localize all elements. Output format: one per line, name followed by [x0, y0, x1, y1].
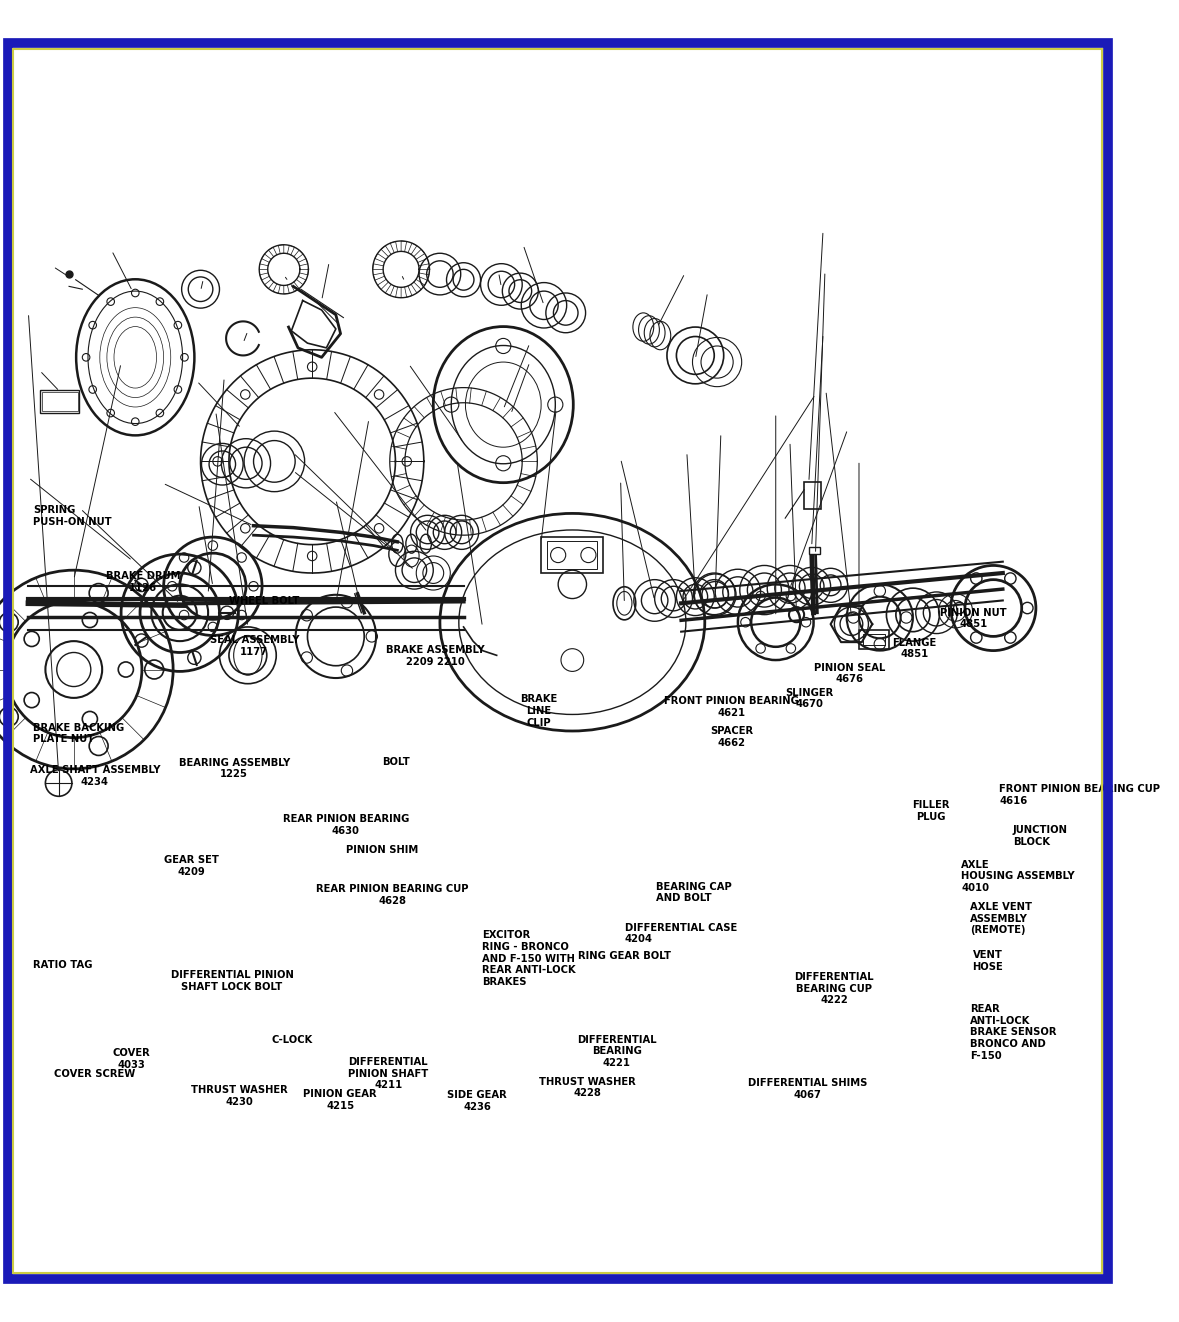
Text: BRAKE ASSEMBLY
2209 2210: BRAKE ASSEMBLY 2209 2210 [386, 645, 485, 666]
Text: DIFFERENTIAL PINION
SHAFT LOCK BOLT: DIFFERENTIAL PINION SHAFT LOCK BOLT [171, 970, 294, 992]
Text: RATIO TAG: RATIO TAG [33, 960, 93, 970]
Text: PINION NUT
4851: PINION NUT 4851 [941, 608, 1007, 629]
Text: REAR PINION BEARING CUP
4628: REAR PINION BEARING CUP 4628 [316, 884, 469, 906]
Text: FILLER
PLUG: FILLER PLUG [913, 800, 950, 822]
Text: PINION SHIM: PINION SHIM [345, 845, 419, 855]
Text: FRONT PINION BEARING CUP
4616: FRONT PINION BEARING CUP 4616 [1000, 784, 1160, 805]
Bar [541, 537, 602, 572]
Bar [41, 393, 78, 411]
Text: REAR PINION BEARING
4630: REAR PINION BEARING 4630 [283, 814, 409, 836]
Text: SEAL ASSEMBLY
1177: SEAL ASSEMBLY 1177 [210, 635, 299, 657]
Text: BEARING CAP
AND BOLT: BEARING CAP AND BOLT [656, 882, 732, 903]
Text: AXLE SHAFT ASSEMBLY
4234: AXLE SHAFT ASSEMBLY 4234 [29, 765, 160, 787]
Text: PINION GEAR
4215: PINION GEAR 4215 [303, 1089, 377, 1110]
Text: FRONT PINION BEARING
4621: FRONT PINION BEARING 4621 [664, 697, 799, 718]
Text: REAR
ANTI-LOCK
BRAKE SENSOR
BRONCO AND
F-150: REAR ANTI-LOCK BRAKE SENSOR BRONCO AND F… [970, 1005, 1056, 1060]
Text: THRUST WASHER
4228: THRUST WASHER 4228 [540, 1076, 637, 1099]
Text: VENT
HOSE: VENT HOSE [973, 951, 1003, 972]
Text: DIFFERENTIAL SHIMS
4067: DIFFERENTIAL SHIMS 4067 [747, 1077, 868, 1100]
Bar [859, 629, 889, 649]
Text: BRAKE DRUM
1126: BRAKE DRUM 1126 [105, 571, 180, 594]
Text: BEARING ASSEMBLY
1225: BEARING ASSEMBLY 1225 [178, 758, 290, 780]
Text: BOLT: BOLT [382, 758, 410, 767]
Text: THRUST WASHER
4230: THRUST WASHER 4230 [191, 1085, 288, 1107]
Bar [809, 546, 821, 554]
Text: AXLE VENT
ASSEMBLY
(REMOTE): AXLE VENT ASSEMBLY (REMOTE) [970, 902, 1033, 935]
Text: DIFFERENTIAL
BEARING
4221: DIFFERENTIAL BEARING 4221 [577, 1035, 657, 1068]
Text: AXLE
HOUSING ASSEMBLY
4010: AXLE HOUSING ASSEMBLY 4010 [961, 859, 1075, 892]
Text: SPRING
PUSH-ON NUT: SPRING PUSH-ON NUT [33, 505, 112, 526]
Text: COVER
4033: COVER 4033 [113, 1048, 151, 1069]
Text: C-LOCK: C-LOCK [271, 1035, 312, 1044]
Text: RING GEAR BOLT: RING GEAR BOLT [578, 951, 671, 961]
Text: WHEEL BOLT: WHEEL BOLT [229, 596, 299, 605]
Bar [804, 483, 821, 509]
Text: DIFFERENTIAL
PINION SHAFT
4211: DIFFERENTIAL PINION SHAFT 4211 [348, 1058, 428, 1091]
Bar [547, 541, 597, 570]
Text: DIFFERENTIAL CASE
4204: DIFFERENTIAL CASE 4204 [625, 923, 737, 944]
Text: DIFFERENTIAL
BEARING CUP
4222: DIFFERENTIAL BEARING CUP 4222 [795, 972, 874, 1005]
Text: GEAR SET
4209: GEAR SET 4209 [164, 855, 219, 876]
Text: SPACER
4662: SPACER 4662 [710, 727, 753, 748]
Text: BRAKE
LINE
CLIP: BRAKE LINE CLIP [520, 694, 558, 727]
Text: SIDE GEAR
4236: SIDE GEAR 4236 [448, 1091, 507, 1112]
Text: PINION SEAL
4676: PINION SEAL 4676 [815, 662, 885, 685]
Text: EXCITOR
RING - BRONCO
AND F-150 WITH
REAR ANTI-LOCK
BRAKES: EXCITOR RING - BRONCO AND F-150 WITH REA… [482, 931, 575, 986]
Text: JUNCTION
BLOCK: JUNCTION BLOCK [1013, 825, 1068, 847]
Bar [40, 390, 79, 414]
Text: SLINGER
4670: SLINGER 4670 [785, 687, 834, 710]
Text: BRAKE BACKING
PLATE NUT: BRAKE BACKING PLATE NUT [33, 723, 125, 744]
Text: FLANGE
4851: FLANGE 4851 [893, 637, 937, 660]
Text: COVER SCREW: COVER SCREW [53, 1068, 134, 1079]
Bar [863, 633, 885, 645]
